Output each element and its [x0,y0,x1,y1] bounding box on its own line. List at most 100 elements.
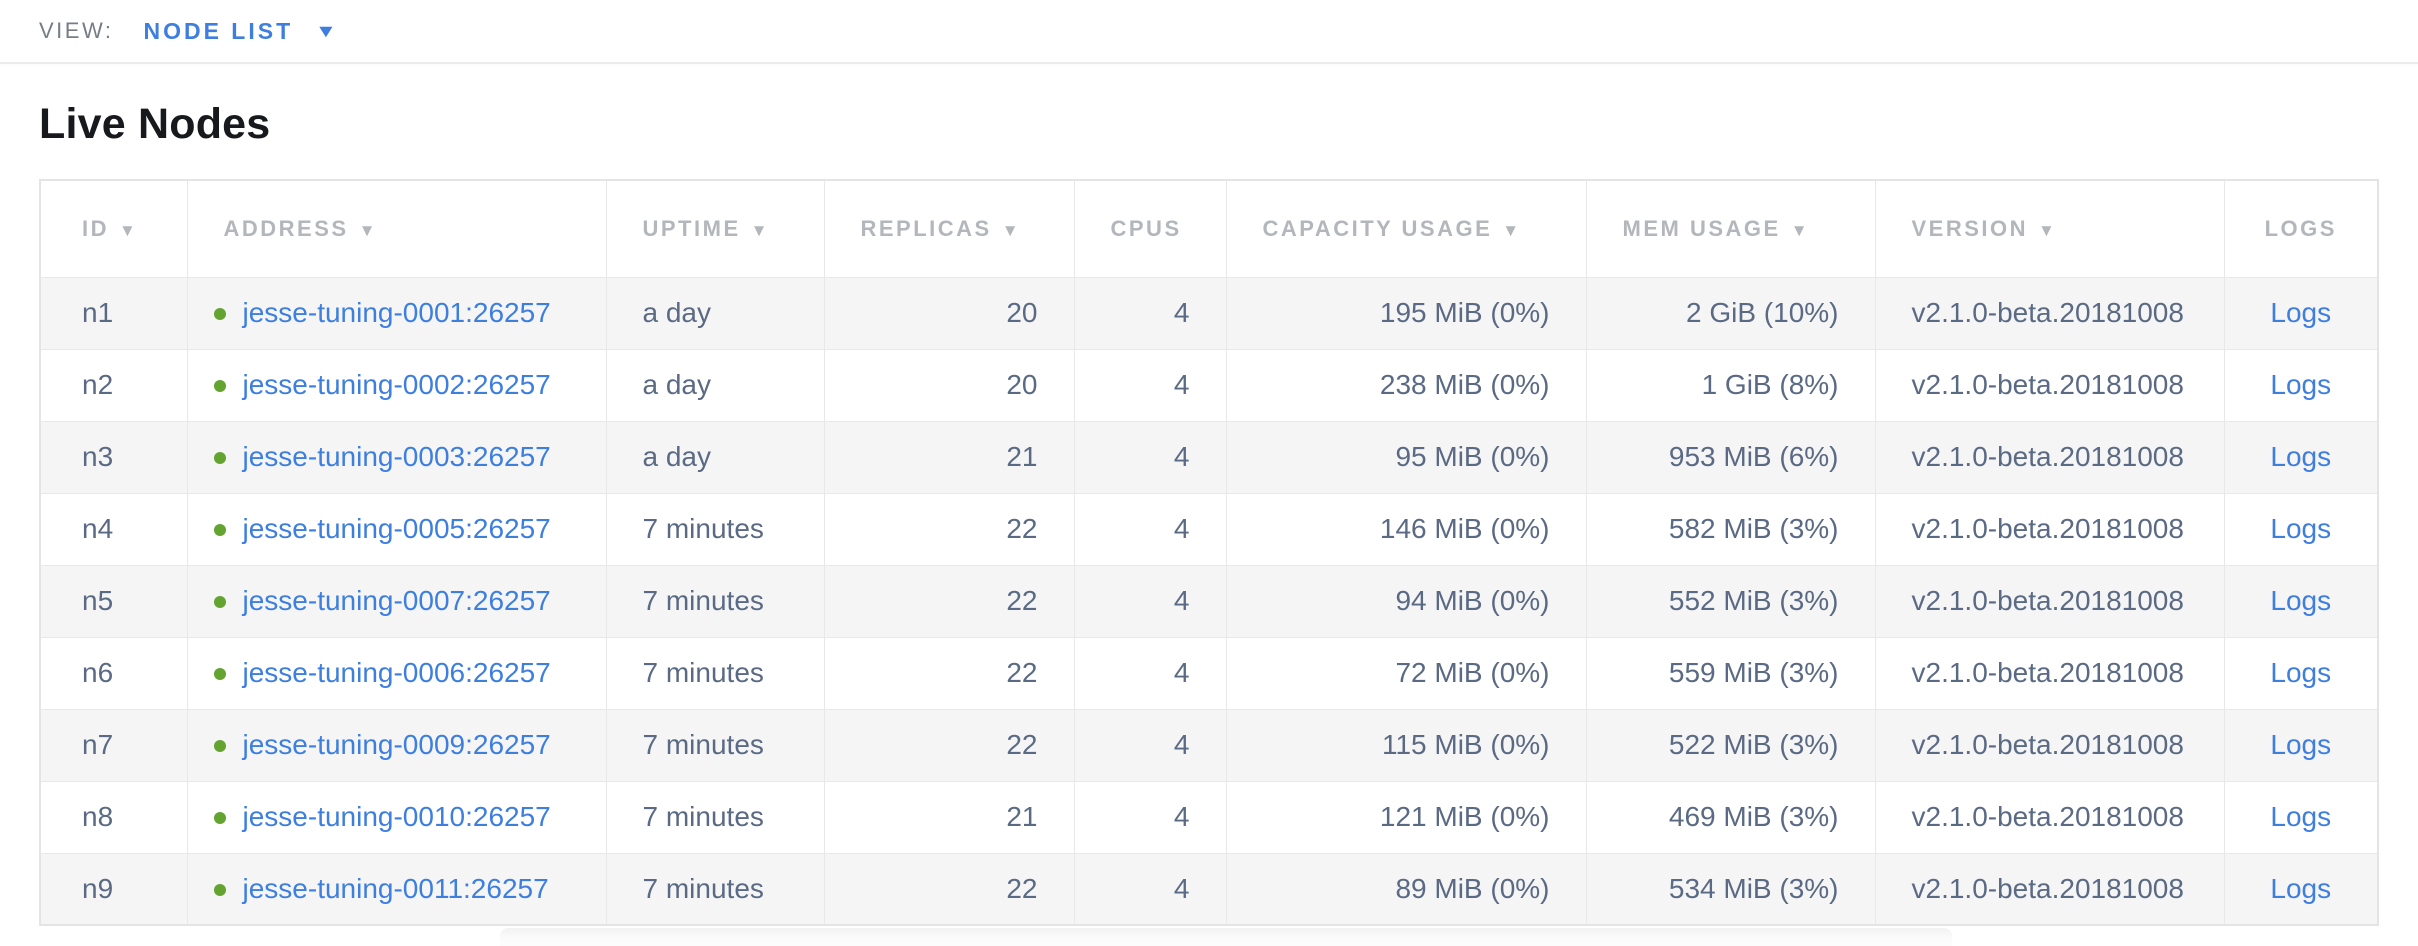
node-replicas-cell: 21 [823,420,1075,493]
logs-link[interactable]: Logs [2270,369,2332,400]
column-label: ID [82,215,109,241]
column-header-cpus: CPUS [1073,180,1227,277]
node-address-link[interactable]: jesse-tuning-0010:26257 [242,801,551,832]
node-mem-usage-cell: 559 MiB (3%) [1585,636,1876,709]
sort-desc-icon: ▼ [1001,220,1019,240]
node-mem-usage-cell: 1 GiB (8%) [1585,348,1876,421]
node-id-cell: n8 [39,780,188,853]
node-version-cell: v2.1.0-beta.20181008 [1874,636,2225,709]
node-cpus-cell: 4 [1073,348,1227,421]
node-address-link[interactable]: jesse-tuning-0001:26257 [242,297,551,328]
node-mem-usage-cell: 552 MiB (3%) [1585,564,1876,637]
node-version-cell: v2.1.0-beta.20181008 [1874,780,2225,853]
node-address-cell: jesse-tuning-0005:26257 [186,492,607,565]
column-label: CPUS [1110,215,1182,241]
partial-element-below-table [500,928,1952,946]
sort-desc-icon: ▼ [358,220,376,240]
node-id-cell: n7 [39,708,188,781]
node-row-n5: n5 jesse-tuning-0007:26257 7 minutes 22 4 94 … [39,564,2379,637]
node-row-n4: n4 jesse-tuning-0005:26257 7 minutes 22 4 146… [39,492,2379,565]
logs-link[interactable]: Logs [2270,657,2332,688]
node-mem-usage-cell: 582 MiB (3%) [1585,492,1876,565]
column-header-mem_usage[interactable]: MEM USAGE ▼ [1585,180,1876,277]
logs-link[interactable]: Logs [2270,872,2332,904]
node-status-healthy-icon [213,596,226,608]
node-uptime-cell: 7 minutes [605,780,825,853]
node-cpus-cell: 4 [1073,780,1227,853]
logs-link[interactable]: Logs [2270,801,2332,832]
node-replicas-cell: 22 [823,636,1075,709]
column-header-replicas[interactable]: REPLICAS ▼ [823,180,1075,277]
chevron-down-icon: ▼ [314,20,338,41]
node-id-cell: n2 [39,348,188,421]
node-cpus-cell: 4 [1073,708,1227,781]
column-label: MEM USAGE [1622,215,1781,241]
page-title: Live Nodes [39,100,271,148]
logs-link[interactable]: Logs [2270,729,2332,760]
sort-desc-icon: ▼ [750,220,768,240]
node-version-cell: v2.1.0-beta.20181008 [1874,852,2225,925]
node-replicas-cell: 21 [823,780,1075,853]
node-address-link[interactable]: jesse-tuning-0007:26257 [242,585,551,616]
node-row-n6: n6 jesse-tuning-0006:26257 7 minutes 22 4 72 … [39,636,2379,709]
node-replicas-cell: 22 [823,564,1075,637]
node-replicas-cell: 20 [823,276,1075,349]
column-header-capacity_usage[interactable]: CAPACITY USAGE ▼ [1225,180,1587,277]
node-address-link[interactable]: jesse-tuning-0009:26257 [242,729,551,760]
node-status-healthy-icon [213,883,226,896]
node-capacity-usage-cell: 195 MiB (0%) [1225,276,1587,349]
node-mem-usage-cell: 953 MiB (6%) [1585,420,1876,493]
logs-link[interactable]: Logs [2270,585,2332,616]
logs-link[interactable]: Logs [2270,441,2332,472]
node-uptime-cell: 7 minutes [605,636,825,709]
live-nodes-table: ID ▼ ADDRESS ▼ UPTIME ▼ REPLICAS ▼ CPUS CAPACITY … [39,179,2379,926]
column-header-id[interactable]: ID ▼ [39,180,188,277]
node-address-cell: jesse-tuning-0002:26257 [186,348,607,421]
node-address-link[interactable]: jesse-tuning-0005:26257 [242,513,551,544]
node-address-cell: jesse-tuning-0007:26257 [186,564,607,637]
view-label: VIEW: [39,18,114,43]
node-address-link[interactable]: jesse-tuning-0011:26257 [242,872,549,904]
sort-desc-icon: ▼ [119,220,136,240]
node-logs-cell: Logs [2223,492,2379,565]
node-capacity-usage-cell: 146 MiB (0%) [1225,492,1587,565]
node-logs-cell: Logs [2223,852,2379,925]
logs-link[interactable]: Logs [2270,297,2332,328]
node-version-cell: v2.1.0-beta.20181008 [1874,492,2225,565]
node-address-cell: jesse-tuning-0010:26257 [186,780,607,853]
column-header-address[interactable]: ADDRESS ▼ [186,180,607,277]
view-bar: VIEW: NODE LIST ▼ [0,0,2418,64]
node-cpus-cell: 4 [1073,636,1227,709]
node-version-cell: v2.1.0-beta.20181008 [1874,564,2225,637]
node-uptime-cell: 7 minutes [605,708,825,781]
sort-desc-icon: ▼ [1790,220,1808,240]
table-header-row: ID ▼ ADDRESS ▼ UPTIME ▼ REPLICAS ▼ CPUS CAPACITY … [39,180,2379,277]
node-row-n7: n7 jesse-tuning-0009:26257 7 minutes 22 4 115… [39,708,2379,781]
node-status-healthy-icon [213,740,226,752]
node-capacity-usage-cell: 238 MiB (0%) [1225,348,1587,421]
column-label: ADDRESS [223,215,349,241]
node-logs-cell: Logs [2223,420,2379,493]
node-capacity-usage-cell: 72 MiB (0%) [1225,636,1587,709]
logs-link[interactable]: Logs [2270,513,2332,544]
node-row-n9: n9 jesse-tuning-0011:26257 7 minutes 22 4 89 … [39,852,2379,925]
node-replicas-cell: 22 [823,492,1075,565]
node-status-healthy-icon [213,380,226,392]
column-label: LOGS [2264,215,2337,241]
node-address-link[interactable]: jesse-tuning-0002:26257 [242,369,551,400]
node-replicas-cell: 22 [823,708,1075,781]
node-uptime-cell: a day [605,420,825,493]
column-header-logs: LOGS [2223,180,2379,277]
node-row-n8: n8 jesse-tuning-0010:26257 7 minutes 21 4 121… [39,780,2379,853]
view-selector-dropdown[interactable]: NODE LIST ▼ [143,18,338,45]
node-address-link[interactable]: jesse-tuning-0003:26257 [242,441,551,472]
node-cpus-cell: 4 [1073,564,1227,637]
node-address-link[interactable]: jesse-tuning-0006:26257 [242,657,551,688]
node-replicas-cell: 20 [823,348,1075,421]
column-header-uptime[interactable]: UPTIME ▼ [605,180,825,277]
node-version-cell: v2.1.0-beta.20181008 [1874,348,2225,421]
column-header-version[interactable]: VERSION ▼ [1874,180,2225,277]
node-address-cell: jesse-tuning-0011:26257 [186,852,607,925]
node-status-healthy-icon [213,812,226,824]
node-cpus-cell: 4 [1073,276,1227,349]
